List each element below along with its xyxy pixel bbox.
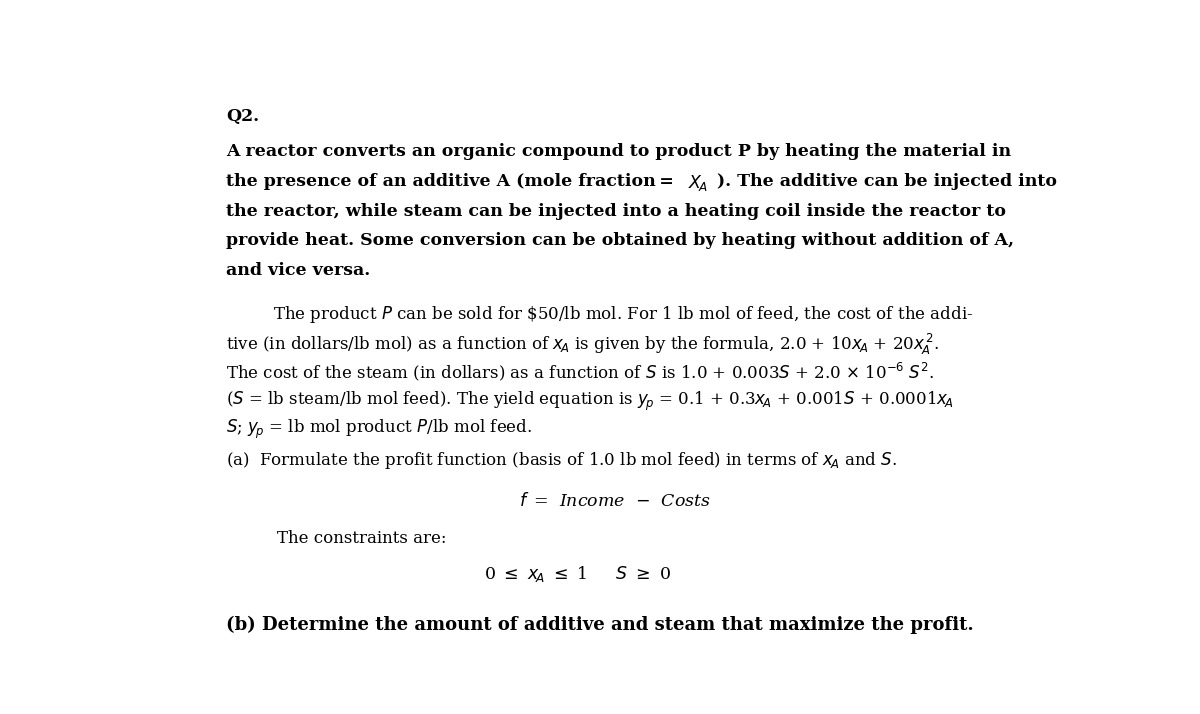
Text: tive (in dollars/lb mol) as a function of $x_{\!A}$ is given by the formula, 2.0: tive (in dollars/lb mol) as a function o… [227,332,940,358]
Text: ). The additive can be injected into: ). The additive can be injected into [718,173,1057,190]
Text: The constraints are:: The constraints are: [277,530,446,547]
Text: (b) Determine the amount of additive and steam that maximize the profit.: (b) Determine the amount of additive and… [227,615,974,633]
Text: Q2.: Q2. [227,108,259,125]
Text: $f\,$ =  Income  $-$  Costs: $f\,$ = Income $-$ Costs [520,493,710,511]
Text: the presence of an additive A (mole fraction =: the presence of an additive A (mole frac… [227,173,678,190]
Text: The product $\it{P}$ can be sold for \$50/lb mol. For 1 lb mol of feed, the cost: The product $\it{P}$ can be sold for \$5… [272,303,973,325]
Text: ($S$ = lb steam/lb mol feed). The yield equation is $y_{\!p}$ = 0.1 + 0.3$x_{\!A: ($S$ = lb steam/lb mol feed). The yield … [227,390,954,413]
Text: and vice versa.: and vice versa. [227,262,371,279]
Text: (a)  Formulate the profit function (basis of 1.0 lb mol feed) in terms of $x_{\!: (a) Formulate the profit function (basis… [227,450,898,471]
Text: 0 $\leq$ $x_{\!A}$ $\leq$ 1     $S$ $\geq$ 0: 0 $\leq$ $x_{\!A}$ $\leq$ 1 $S$ $\geq$ 0 [485,564,671,584]
Text: A reactor converts an organic compound to product P by heating the material in: A reactor converts an organic compound t… [227,144,1012,161]
Text: provide heat. Some conversion can be obtained by heating without addition of A,: provide heat. Some conversion can be obt… [227,233,1014,249]
Text: The cost of the steam (in dollars) as a function of $S$ is 1.0 + 0.003$S$ + 2.0 : The cost of the steam (in dollars) as a … [227,361,935,383]
Text: $S$; $y_{\!p}$ = lb mol product $P$/lb mol feed.: $S$; $y_{\!p}$ = lb mol product $P$/lb m… [227,418,533,441]
Text: $X_{\!A}$: $X_{\!A}$ [688,173,708,193]
Text: the reactor, while steam can be injected into a heating coil inside the reactor : the reactor, while steam can be injected… [227,203,1007,220]
